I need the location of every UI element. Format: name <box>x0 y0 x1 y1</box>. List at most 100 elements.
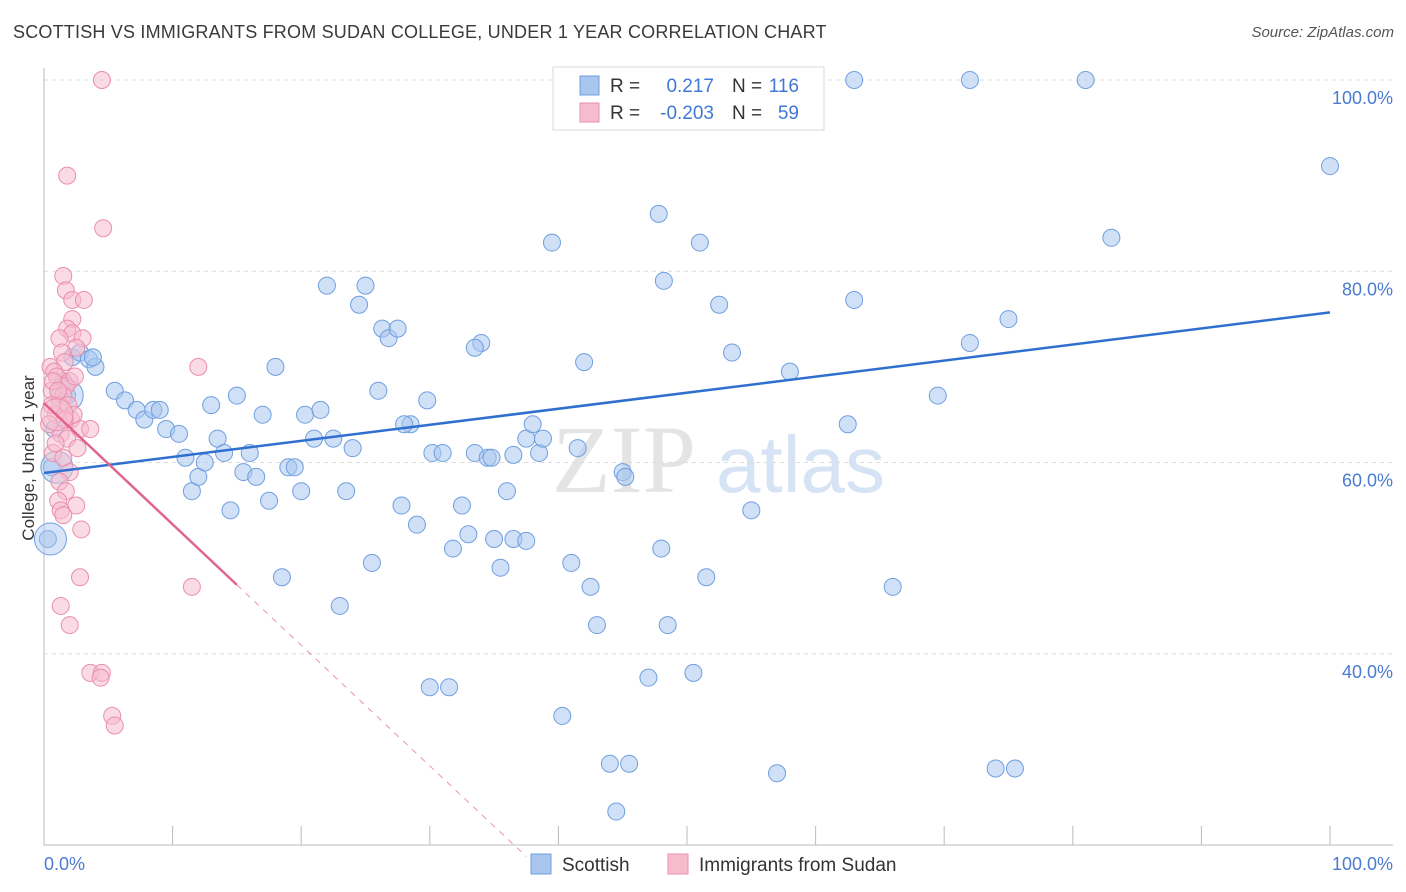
watermark-zip: ZIP <box>552 406 696 513</box>
scottish-point <box>452 496 471 515</box>
scottish-point <box>362 553 381 572</box>
scottish-point <box>482 448 501 467</box>
scottish-trend-line <box>43 311 1331 475</box>
legend-n-value-1: 116 <box>769 76 799 97</box>
bottom-legend-sudan: Immigrants from Sudan <box>699 855 896 876</box>
scottish-point <box>1005 759 1024 778</box>
scottish-point <box>658 616 677 635</box>
scottish-point <box>266 357 285 376</box>
scottish-point <box>215 443 234 462</box>
legend-n-value-2: 59 <box>778 103 799 124</box>
scottish-point <box>652 539 671 558</box>
sudan-point <box>182 577 201 596</box>
scottish-point <box>649 204 668 223</box>
bottom-legend: Scottish Immigrants from Sudan <box>530 853 896 876</box>
sudan-point <box>68 439 87 458</box>
scottish-point <box>350 295 369 314</box>
sudan-point <box>51 596 70 615</box>
scottish-point <box>317 276 336 295</box>
scottish-point <box>960 71 979 89</box>
scottish-point <box>639 668 658 687</box>
scottish-point <box>407 515 426 534</box>
y-tick-label: 100.0% <box>1332 88 1393 108</box>
bottom-legend-swatch-sudan <box>667 853 689 875</box>
scottish-point <box>1102 228 1121 247</box>
scottish-point <box>742 501 761 520</box>
scottish-point <box>986 759 1005 778</box>
scottish-point <box>723 343 742 362</box>
trend-lines <box>43 311 1331 857</box>
scottish-point <box>227 386 246 405</box>
scottish-point <box>497 482 516 501</box>
sudan-point <box>81 420 100 439</box>
source-label: Source: ZipAtlas.com <box>1251 24 1394 41</box>
x-tick-min: 0.0% <box>44 854 85 874</box>
scottish-point <box>465 338 484 357</box>
scottish-point <box>616 467 635 486</box>
scottish-point <box>311 400 330 419</box>
scottish-point <box>433 443 452 462</box>
scottish-point <box>491 558 510 577</box>
scottish-point <box>440 678 459 697</box>
legend-r-value-1: 0.217 <box>666 76 714 97</box>
sudan-point <box>74 290 93 309</box>
scottish-point <box>485 530 504 548</box>
scottish-point <box>443 539 462 558</box>
scottish-point <box>272 568 291 587</box>
scottish-point <box>533 429 552 448</box>
scottish-point <box>247 467 266 486</box>
legend-swatch-scottish <box>579 75 600 96</box>
scottish-point <box>418 391 437 410</box>
scottish-point <box>562 553 581 572</box>
scottish-points <box>33 71 1339 821</box>
y-tick-label: 80.0% <box>1342 279 1393 299</box>
scottish-point <box>710 295 729 314</box>
scottish-point <box>202 396 221 415</box>
scottish-point <box>620 754 639 773</box>
scottish-point <box>221 501 240 520</box>
sudan-point <box>72 520 91 539</box>
scottish-point <box>607 802 626 821</box>
scottish-point <box>369 381 388 400</box>
scottish-point <box>999 310 1018 329</box>
sudan-point <box>54 506 73 525</box>
scottish-point-large <box>33 522 67 556</box>
scottish-point <box>459 525 478 544</box>
scottish-point <box>356 276 375 295</box>
sudan-point <box>91 668 110 687</box>
scottish-point <box>780 362 799 381</box>
scottish-point <box>395 415 414 434</box>
sudan-point <box>58 166 77 185</box>
scottish-point <box>768 764 787 783</box>
scottish-point <box>928 386 947 405</box>
scottish-point <box>285 458 304 477</box>
sudan-point <box>46 434 65 453</box>
scottish-point <box>587 616 606 635</box>
scottish-point <box>170 424 189 443</box>
scottish-point <box>388 319 407 338</box>
scottish-point <box>150 400 169 419</box>
scottish-point <box>654 271 673 290</box>
sudan-point <box>42 396 61 415</box>
legend-swatch-sudan <box>579 102 600 123</box>
bottom-legend-swatch-scottish <box>530 853 552 875</box>
axes <box>43 68 1393 846</box>
sudan-trend-line <box>43 402 238 586</box>
scottish-point <box>600 754 619 773</box>
y-axis-label: College, Under 1 year <box>19 375 38 541</box>
scottish-point <box>343 439 362 458</box>
scottish-point <box>330 596 349 615</box>
legend-n-label-1: N = <box>732 76 762 97</box>
scottish-point <box>960 333 979 352</box>
legend-n-label-2: N = <box>732 103 762 124</box>
sudan-point <box>94 219 113 238</box>
scottish-point <box>883 577 902 596</box>
scottish-point <box>38 530 57 548</box>
scottish-point <box>1321 157 1339 176</box>
sudan-point <box>105 716 124 735</box>
scottish-point <box>523 415 542 434</box>
legend-r-label-1: R = <box>610 76 640 97</box>
scottish-point <box>260 491 279 510</box>
scottish-point <box>292 482 311 501</box>
